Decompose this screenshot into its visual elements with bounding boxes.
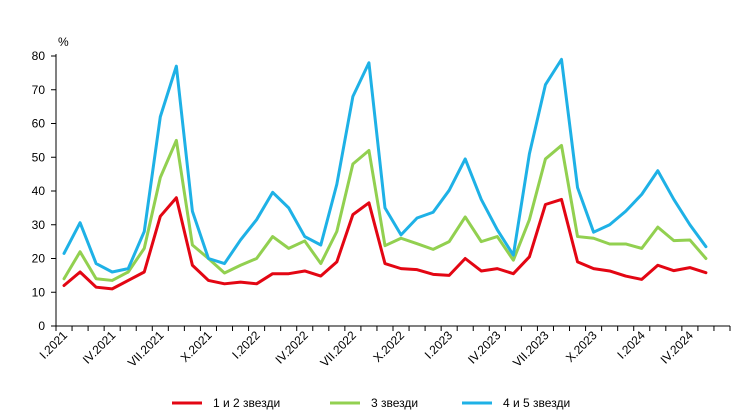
series-lines <box>62 57 708 291</box>
series-line-3 <box>62 57 708 274</box>
x-tick-label: I.2023 <box>422 328 456 362</box>
y-tick-label: 20 <box>32 252 46 266</box>
x-tick-label: I.2024 <box>614 328 648 362</box>
legend-label: 3 звезди <box>371 396 418 410</box>
x-tick-label: X.2023 <box>563 328 600 365</box>
y-tick-label: 60 <box>32 117 46 131</box>
legend: 1 и 2 звезди 3 звезди 4 и 5 звезди <box>172 396 570 410</box>
y-tick-label: 70 <box>32 83 46 97</box>
x-axis: I.2021 IV.2021 VII.2021 X.2021 I.2022 IV.2022… <box>37 325 731 370</box>
x-tick-label: X.2022 <box>370 328 407 365</box>
x-tick-label: VII.2022 <box>317 328 359 370</box>
legend-label: 1 и 2 звезди <box>213 396 280 410</box>
x-tick-label: IV.2023 <box>465 328 504 367</box>
y-axis: 0 10 20 30 40 50 60 70 80% <box>32 35 69 333</box>
x-tick-label: I.2022 <box>229 328 263 362</box>
y-tick-label: 40 <box>32 184 46 198</box>
legend-label: 4 и 5 звезди <box>503 396 570 410</box>
x-tick-label: IV.2021 <box>80 328 119 367</box>
y-tick-label: 10 <box>32 285 46 299</box>
y-tick-label: 30 <box>32 218 46 232</box>
series-line-1 <box>62 196 708 291</box>
x-tick-label: IV.2024 <box>658 328 697 367</box>
x-tick-label: VII.2023 <box>510 328 552 370</box>
x-tick-label: IV.2022 <box>272 328 311 367</box>
y-tick-label: 0 <box>38 319 45 333</box>
y-tick-label: 50 <box>32 150 46 164</box>
y-tick-label: 80 <box>32 49 46 63</box>
x-tick-label: X.2021 <box>178 328 215 365</box>
x-tick-label: I.2021 <box>37 328 71 362</box>
y-axis-unit-label: % <box>58 35 69 49</box>
x-tick-label: VII.2021 <box>125 328 167 370</box>
series-line-2 <box>62 138 708 282</box>
